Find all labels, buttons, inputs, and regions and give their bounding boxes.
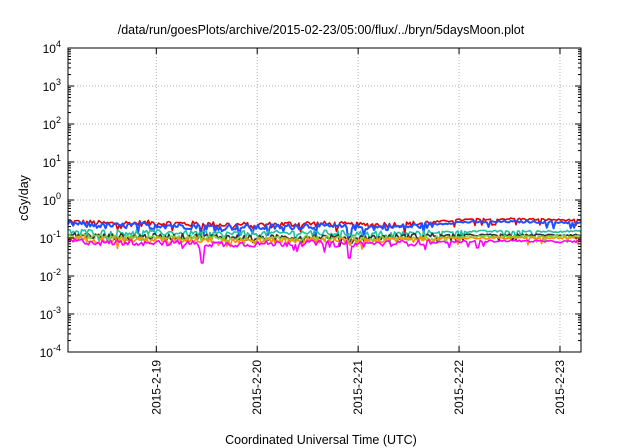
x-tick-label: 2015-2-23 <box>553 360 567 415</box>
series-group <box>67 217 582 264</box>
series-line <box>67 217 582 234</box>
x-axis: 2015-2-19 2015-2-20 2015-2-21 2015-2-22 2015… <box>149 48 567 415</box>
y-axis: 10-4 10-3 10-2 10-1 100 101 102 103 104 <box>40 39 581 360</box>
grid <box>68 48 581 352</box>
chart-title: /data/run/goesPlots/archive/2015-02-23/0… <box>118 23 525 37</box>
y-tick-label: 100 <box>43 191 61 208</box>
x-tick-label: 2015-2-22 <box>452 360 466 415</box>
y-axis-label: cGy/day <box>17 174 31 221</box>
y-tick-label: 10-1 <box>40 229 61 246</box>
series-line <box>67 228 582 243</box>
x-tick-label: 2015-2-20 <box>250 360 264 415</box>
x-tick-label: 2015-2-21 <box>351 360 365 415</box>
y-tick-label: 10-4 <box>40 343 61 360</box>
x-tick-label: 2015-2-19 <box>149 360 163 415</box>
series-line <box>67 238 582 264</box>
y-tick-label: 104 <box>43 39 61 56</box>
y-tick-label: 101 <box>43 153 61 170</box>
y-tick-label: 102 <box>43 115 61 132</box>
y-tick-label: 10-3 <box>40 305 61 322</box>
x-axis-label: Coordinated Universal Time (UTC) <box>225 433 417 447</box>
series-line <box>67 232 582 247</box>
series-line <box>67 235 582 250</box>
plot-frame <box>67 47 582 353</box>
y-tick-label: 103 <box>43 77 61 94</box>
y-tick-label: 10-2 <box>40 267 61 284</box>
